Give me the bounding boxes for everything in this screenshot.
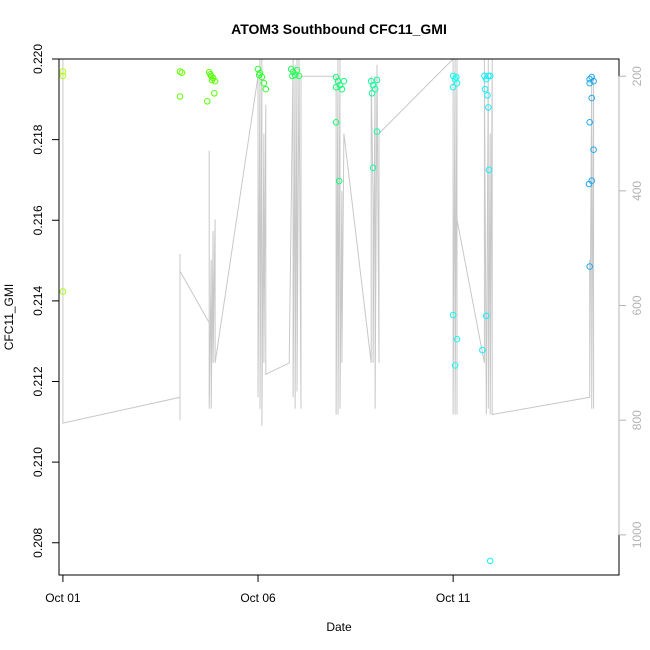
data-point (590, 77, 597, 85)
data-point (486, 72, 494, 80)
y-right-tick-label: 600 (630, 295, 644, 315)
data-point (453, 335, 461, 343)
y-right-tick-label: 1000 (630, 521, 644, 548)
data-point (483, 312, 490, 320)
data-point (295, 72, 303, 80)
data-point (485, 166, 493, 174)
y-axis-right: 200 400 600 800 1000 (618, 66, 644, 548)
data-point (486, 557, 494, 565)
data-point (211, 77, 219, 85)
data-point (289, 72, 296, 80)
data-point (451, 362, 459, 369)
data-point (368, 90, 376, 97)
data-point (453, 79, 461, 87)
data-point (369, 81, 377, 89)
data-point (204, 98, 211, 105)
data-point (585, 180, 593, 188)
data-point (59, 72, 67, 80)
y-tick-label: 0.214 (31, 286, 45, 316)
data-point (481, 85, 489, 93)
y-tick-label: 0.212 (31, 366, 45, 396)
data-point (335, 177, 343, 185)
data-point (586, 263, 594, 270)
y-right-tick-label: 200 (630, 66, 644, 86)
data-point (373, 76, 381, 84)
y-right-tick-label: 800 (630, 410, 644, 430)
data-point (485, 72, 492, 80)
y-tick-label: 0.210 (31, 447, 45, 477)
y-right-tick-label: 400 (630, 181, 644, 201)
data-point (176, 93, 184, 100)
data-point (483, 75, 490, 83)
data-point (371, 85, 379, 93)
chart-title: ATOM3 Southbound CFC11_GMI (231, 21, 447, 37)
data-point (332, 119, 340, 126)
y-axis-label: CFC11_GMI (2, 284, 16, 350)
data-point (178, 69, 186, 76)
data-point (479, 346, 486, 354)
data-point (59, 288, 67, 295)
data-point (207, 71, 214, 78)
data-point (484, 92, 491, 99)
y-tick-label: 0.218 (31, 124, 45, 154)
data-point (260, 79, 268, 87)
data-point (588, 73, 596, 81)
data-point (588, 94, 596, 102)
data-point (586, 119, 594, 126)
data-point (586, 79, 594, 87)
data-point (262, 85, 270, 93)
y-tick-label: 0.208 (31, 527, 45, 557)
y-axis-left: 0.208 0.210 0.212 0.214 0.216 0.218 0.220 (31, 44, 60, 558)
data-point (332, 83, 340, 91)
x-axis: Oct 01 Oct 06 Oct 11 (45, 574, 471, 605)
profile-line-layer (62, 57, 595, 426)
data-point (449, 72, 457, 80)
data-point (211, 90, 218, 97)
data-point (373, 128, 381, 135)
data-point (586, 75, 594, 83)
x-tick-label: Oct 11 (436, 591, 471, 605)
data-point (590, 146, 597, 153)
data-point (449, 83, 457, 91)
pressure-profile-line (62, 57, 595, 426)
data-point (338, 85, 346, 93)
data-point (453, 73, 460, 81)
data-point (340, 77, 348, 85)
data-point (449, 311, 457, 319)
data-point (332, 73, 340, 81)
y-tick-label: 0.220 (31, 44, 45, 74)
x-tick-label: Oct 06 (240, 591, 276, 605)
x-tick-label: Oct 01 (45, 591, 81, 605)
data-points-layer (59, 65, 597, 565)
x-axis-label: Date (326, 620, 352, 634)
data-point (59, 68, 67, 75)
data-point (255, 71, 263, 79)
data-point (254, 65, 262, 73)
data-point (369, 164, 377, 172)
y-tick-label: 0.216 (31, 205, 45, 235)
data-point (336, 81, 344, 89)
data-point (485, 104, 492, 111)
data-point (293, 67, 301, 74)
data-point (208, 76, 216, 84)
